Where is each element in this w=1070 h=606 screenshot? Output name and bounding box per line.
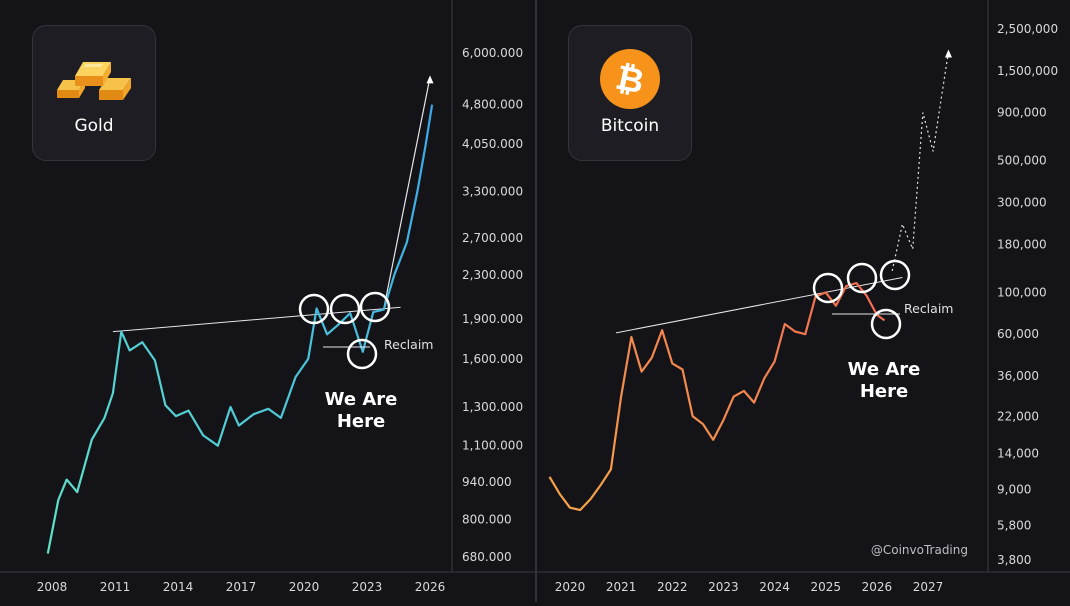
gold-x-tick: 2020 (289, 580, 320, 594)
gold-chart: 6,000.000 4,800.000 4,050.000 3,300.000 2,70… (37, 46, 523, 594)
gold-resistance-touch-marker (298, 293, 330, 325)
gold-here-line1: We Are (325, 389, 398, 410)
gold-projection-line (383, 77, 431, 309)
btc-x-tick: 2023 (708, 580, 739, 594)
btc-here-line2: Here (860, 381, 908, 402)
btc-resistance-line (615, 276, 903, 334)
gold-resistance-line (112, 306, 401, 333)
bitcoin-logo-icon: ₿ (600, 49, 660, 109)
btc-y-tick: 500,000 (997, 154, 1047, 168)
btc-x-tick: 2020 (555, 580, 586, 594)
bitcoin-chart: 2,500,000 1,500,000 900,000 500,000 300,000 1… (548, 22, 1058, 594)
gold-x-tick: 2011 (100, 580, 131, 594)
gold-x-tick: 2014 (163, 580, 194, 594)
gold-reclaim-label: Reclaim (384, 337, 433, 352)
gold-x-tick: 2008 (37, 580, 68, 594)
gold-x-tick: 2017 (226, 580, 257, 594)
gold-here-line2: Here (337, 411, 385, 432)
btc-x-tick: 2026 (862, 580, 893, 594)
gold-y-tick: 6,000.000 (462, 46, 523, 60)
gold-y-tick: 1,600.000 (462, 352, 523, 366)
btc-reclaim-label: Reclaim (904, 301, 953, 316)
gold-bars-icon (57, 62, 131, 100)
gold-y-tick: 4,800.000 (462, 98, 523, 112)
btc-y-tick: 5,800 (997, 518, 1031, 532)
btc-y-tick: 9,000 (997, 482, 1031, 496)
gold-y-tick: 4,050.000 (462, 137, 523, 151)
btc-y-tick: 36,000 (997, 369, 1039, 383)
gold-y-tick: 1,300.000 (462, 400, 523, 414)
gold-price-line (46, 104, 434, 554)
btc-y-tick: 300,000 (997, 196, 1047, 210)
gold-y-tick: 2,300.000 (462, 268, 523, 282)
gold-x-tick: 2023 (352, 580, 383, 594)
btc-price-line (548, 282, 886, 512)
btc-x-tick: 2025 (810, 580, 841, 594)
btc-resistance-touch-marker (879, 259, 911, 291)
btc-projection-line (891, 51, 950, 272)
gold-y-tick: 680.000 (462, 550, 512, 564)
btc-y-tick: 900,000 (997, 106, 1047, 120)
btc-y-tick: 100,000 (997, 285, 1047, 299)
gold-y-tick: 800.000 (462, 512, 512, 526)
gold-y-tick: 2,700.000 (462, 231, 523, 245)
btc-y-tick: 22,000 (997, 409, 1039, 423)
gold-y-tick: 3,300.000 (462, 184, 523, 198)
gold-projection-arrow-icon (426, 75, 434, 84)
gold-y-tick: 940.000 (462, 475, 512, 489)
btc-y-tick: 180,000 (997, 237, 1047, 251)
btc-y-tick: 60,000 (997, 327, 1039, 341)
btc-y-tick: 2,500,000 (997, 22, 1058, 36)
bitcoin-asset-card: ₿ Bitcoin (568, 25, 692, 161)
gold-resistance-touch-marker (329, 293, 361, 325)
gold-x-tick: 2026 (415, 580, 446, 594)
credit-label: @CoinvoTrading (871, 543, 968, 557)
btc-x-tick: 2024 (759, 580, 790, 594)
btc-y-tick: 1,500,000 (997, 64, 1058, 78)
gold-resistance-touch-marker (359, 291, 391, 323)
btc-we-are-here-marker (870, 308, 902, 340)
gold-y-tick: 1,900.000 (462, 312, 523, 326)
gold-we-are-here-marker (346, 338, 378, 370)
btc-resistance-touch-marker (812, 272, 844, 304)
btc-y-tick: 14,000 (997, 446, 1039, 460)
btc-resistance-touch-marker (846, 262, 878, 294)
gold-asset-card: Gold (32, 25, 156, 161)
bitcoin-asset-label: Bitcoin (600, 116, 660, 136)
btc-here-line1: We Are (848, 359, 921, 380)
btc-projection-arrow-icon (944, 49, 952, 58)
gold-asset-label: Gold (74, 116, 114, 136)
btc-x-tick: 2022 (657, 580, 688, 594)
btc-x-tick: 2021 (606, 580, 637, 594)
btc-x-tick: 2027 (913, 580, 944, 594)
gold-y-tick: 1,100.000 (462, 439, 523, 453)
btc-y-tick: 3,800 (997, 553, 1031, 567)
